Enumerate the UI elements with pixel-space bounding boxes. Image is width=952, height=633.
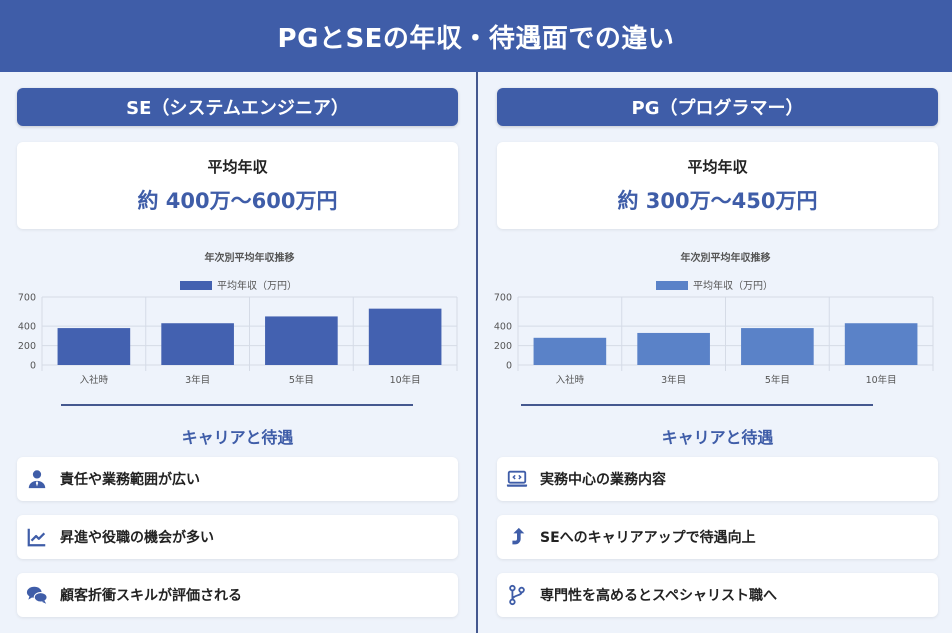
se-divider-line <box>61 404 413 406</box>
person-tie-icon <box>26 468 48 490</box>
se-salary-card: 平均年収 約 400万〜600万円 <box>17 142 458 229</box>
se-title: SE（システムエンジニア） <box>17 88 458 126</box>
pg-salary-card: 平均年収 約 300万〜450万円 <box>497 142 938 229</box>
pg-item-label: SEへのキャリアアップで待遇向上 <box>540 530 756 546</box>
se-x-tick-label: 5年目 <box>289 374 314 386</box>
pg-y-tick-label: 700 <box>494 293 512 304</box>
pg-section-title: キャリアと待遇 <box>661 428 774 447</box>
se-salary-value: 約 400万〜600万円 <box>137 189 338 213</box>
se-item-negotiation: 顧客折衝スキルが評価される <box>17 573 458 617</box>
se-y-tick-label: 200 <box>18 341 36 352</box>
pg-y-tick-label: 0 <box>506 361 512 372</box>
pg-chart-legend: 平均年収（万円） <box>656 279 773 292</box>
pg-column-content: PG（プログラマー） 平均年収 約 300万〜450万円 年次別平均年収推移平均… <box>494 72 938 633</box>
pg-salary-label: 平均年収 <box>687 158 748 176</box>
se-chart-title: 年次別平均年収推移 <box>205 251 295 264</box>
pg-chart-title: 年次別平均年収推移 <box>681 251 771 264</box>
code-branch-icon <box>506 584 528 606</box>
pg-bar <box>637 332 710 365</box>
se-y-tick-label: 0 <box>30 361 36 372</box>
pg-bar <box>533 337 607 365</box>
pg-item-practical-work: 実務中心の業務内容 <box>497 457 938 501</box>
se-legend-label: 平均年収（万円） <box>217 279 297 292</box>
pg-title: PG（プログラマー） <box>497 88 938 126</box>
se-x-tick-label: 入社時 <box>80 374 109 386</box>
pg-salary-value: 約 300万〜450万円 <box>617 189 818 213</box>
se-bar <box>161 323 234 365</box>
pg-x-tick-label: 3年目 <box>661 374 686 386</box>
se-salary-label: 平均年収 <box>207 158 268 176</box>
se-item-label: 顧客折衝スキルが評価される <box>60 588 242 604</box>
comparison-columns: SE（システムエンジニア） 平均年収 約 400万〜600万円 年次別平均年収推… <box>0 72 952 633</box>
pg-legend-label: 平均年収（万円） <box>693 279 773 292</box>
pg-divider-line <box>521 404 873 406</box>
pg-item-label: 専門性を高めるとスペシャリスト職へ <box>540 588 778 604</box>
speech-bubbles-icon <box>26 584 48 606</box>
pg-x-tick-label: 入社時 <box>556 374 585 386</box>
laptop-code-icon <box>506 468 528 490</box>
se-item-promotion: 昇進や役職の機会が多い <box>17 515 458 559</box>
se-legend-swatch <box>180 281 212 290</box>
pg-bar <box>844 323 918 365</box>
pg-item-specialist: 専門性を高めるとスペシャリスト職へ <box>497 573 938 617</box>
se-item-responsibility: 責任や業務範囲が広い <box>17 457 458 501</box>
se-chart-legend: 平均年収（万円） <box>180 279 297 292</box>
page-header: PGとSEの年収・待遇面での違い <box>0 0 952 72</box>
se-bar <box>368 308 442 365</box>
pg-legend-swatch <box>656 281 688 290</box>
se-bar <box>265 316 338 365</box>
pg-x-tick-label: 10年目 <box>866 374 897 386</box>
se-y-tick-label: 400 <box>18 322 36 333</box>
se-column-content: SE（システムエンジニア） 平均年収 約 400万〜600万円 年次別平均年収推… <box>17 72 458 633</box>
column-divider <box>476 72 478 633</box>
pg-bar <box>741 328 814 365</box>
se-x-tick-label: 3年目 <box>185 374 210 386</box>
se-item-label: 昇進や役職の機会が多い <box>60 530 214 546</box>
pg-y-tick-label: 400 <box>494 322 512 333</box>
se-section-title: キャリアと待遇 <box>181 428 294 447</box>
line-chart-icon <box>26 526 48 548</box>
se-bar <box>57 328 131 365</box>
pg-column: PG（プログラマー） 平均年収 約 300万〜450万円 年次別平均年収推移平均… <box>476 72 952 633</box>
se-item-label: 責任や業務範囲が広い <box>60 472 200 488</box>
se-y-tick-label: 700 <box>18 293 36 304</box>
page-title: PGとSEの年収・待遇面での違い <box>277 23 675 54</box>
se-x-tick-label: 10年目 <box>390 374 421 386</box>
pg-item-career-up: SEへのキャリアアップで待遇向上 <box>497 515 938 559</box>
se-column: SE（システムエンジニア） 平均年収 約 400万〜600万円 年次別平均年収推… <box>0 72 476 633</box>
arrow-up-turn-icon <box>506 526 528 548</box>
pg-x-tick-label: 5年目 <box>765 374 790 386</box>
pg-item-label: 実務中心の業務内容 <box>540 472 666 488</box>
pg-y-tick-label: 200 <box>494 341 512 352</box>
